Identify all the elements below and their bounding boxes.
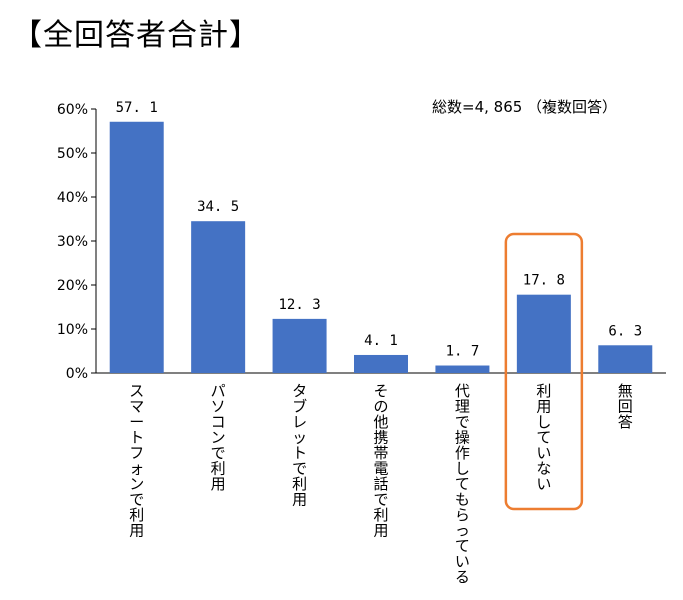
category-label: 利用していない xyxy=(536,382,551,493)
highlight-box xyxy=(504,232,584,511)
y-tick-label: 50% xyxy=(57,146,88,162)
data-label: 12. 3 xyxy=(278,297,320,313)
bar xyxy=(354,354,408,373)
bar xyxy=(191,221,246,373)
bar xyxy=(272,318,327,373)
data-label: 34. 5 xyxy=(197,199,239,215)
data-label: 17. 8 xyxy=(523,273,565,289)
total-count-note: 総数=4, 865 （複数回答） xyxy=(432,98,618,116)
data-label: 4. 1 xyxy=(364,333,398,349)
category-label: パソコンで利用 xyxy=(211,382,226,493)
y-tick-label: 60% xyxy=(57,102,88,118)
category-label: 無回答 xyxy=(618,382,633,431)
bar xyxy=(598,345,653,373)
y-tick-label: 20% xyxy=(57,278,88,294)
bar xyxy=(516,294,571,373)
page-title: 【全回答者合計】 xyxy=(12,18,260,53)
category-label: 代理で操作してもらっている xyxy=(455,382,470,586)
y-tick-label: 10% xyxy=(57,322,88,338)
y-tick-label: 0% xyxy=(66,366,88,382)
category-label: タブレットで利用 xyxy=(292,382,307,509)
category-label: スマートフォンで利用 xyxy=(129,382,144,540)
data-label: 6. 3 xyxy=(608,323,642,339)
y-tick-label: 30% xyxy=(57,234,88,250)
bar xyxy=(109,121,164,373)
y-tick-label: 40% xyxy=(57,190,88,206)
bar xyxy=(435,365,490,373)
data-label: 1. 7 xyxy=(446,344,480,360)
data-label: 57. 1 xyxy=(116,100,158,116)
category-label: その他携帯電話で利用 xyxy=(373,382,388,540)
